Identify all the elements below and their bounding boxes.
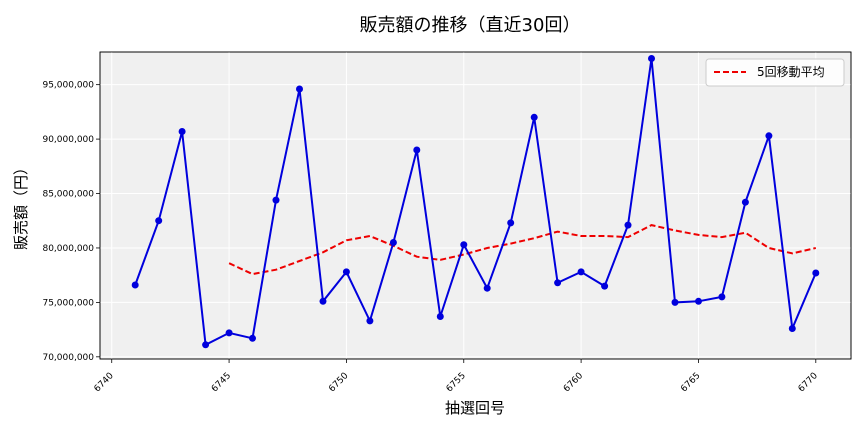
- sales-point: [155, 217, 163, 225]
- sales-point: [718, 293, 726, 301]
- y-tick-label: 80,000,000: [42, 244, 94, 254]
- y-tick-label: 95,000,000: [42, 81, 94, 91]
- x-tick-label: 6760: [562, 371, 585, 394]
- sales-point: [741, 198, 749, 206]
- x-tick-label: 6755: [445, 371, 468, 394]
- legend: 5回移動平均: [705, 58, 845, 87]
- sales-point: [436, 313, 444, 320]
- sales-point: [624, 221, 632, 229]
- y-axis-label: 販売額（円）: [12, 160, 30, 250]
- sales-point: [648, 55, 655, 62]
- x-tick-label: 6765: [679, 371, 702, 394]
- sales-point: [812, 269, 820, 277]
- sales-point: [178, 128, 186, 135]
- legend-box: [705, 58, 845, 87]
- x-axis-label: 抽選回号: [445, 399, 505, 417]
- x-tick-label: 6750: [327, 371, 350, 394]
- sales-point: [249, 334, 256, 342]
- sales-point: [342, 268, 350, 276]
- sales-point: [671, 298, 679, 306]
- y-tick-label: 85,000,000: [42, 190, 94, 200]
- sales-point: [413, 146, 421, 154]
- sales-point: [530, 113, 538, 121]
- sales-point: [554, 279, 562, 287]
- sales-point: [225, 329, 233, 337]
- y-tick-label: 90,000,000: [42, 135, 94, 145]
- legend-label-moving-average: 5回移動平均: [757, 65, 825, 79]
- sales-point: [460, 241, 468, 249]
- chart-title: 販売額の推移（直近30回）: [360, 15, 581, 36]
- x-tick-label: 6770: [797, 371, 820, 394]
- sales-point: [389, 239, 397, 246]
- sales-point: [319, 297, 327, 305]
- sales-point: [202, 341, 210, 349]
- x-axis-ticks: 6740 6745 6750 6755 6760 6765 6770: [93, 359, 820, 394]
- sales-point: [577, 268, 585, 276]
- y-tick-label: 70,000,000: [42, 353, 94, 363]
- sales-point: [366, 317, 374, 325]
- sales-point: [601, 282, 609, 290]
- sales-point: [272, 196, 280, 204]
- sales-point: [507, 219, 515, 227]
- sales-point: [131, 281, 139, 289]
- plot-area: [99, 51, 852, 360]
- y-tick-label: 75,000,000: [42, 298, 94, 308]
- sales-line: [134, 58, 817, 347]
- x-tick-label: 6740: [93, 371, 116, 394]
- sales-point: [695, 297, 702, 305]
- series-layer: [131, 55, 820, 349]
- plot-border: [99, 51, 852, 360]
- sales-point: [296, 85, 303, 93]
- x-tick-label: 6745: [210, 371, 233, 394]
- sales-point: [765, 132, 773, 140]
- y-axis-ticks: 70,000,000 75,000,000 80,000,000 85,000,000…: [42, 81, 100, 363]
- sales-point: [788, 325, 796, 332]
- sales-point: [483, 284, 491, 292]
- moving-average-line: [228, 224, 817, 276]
